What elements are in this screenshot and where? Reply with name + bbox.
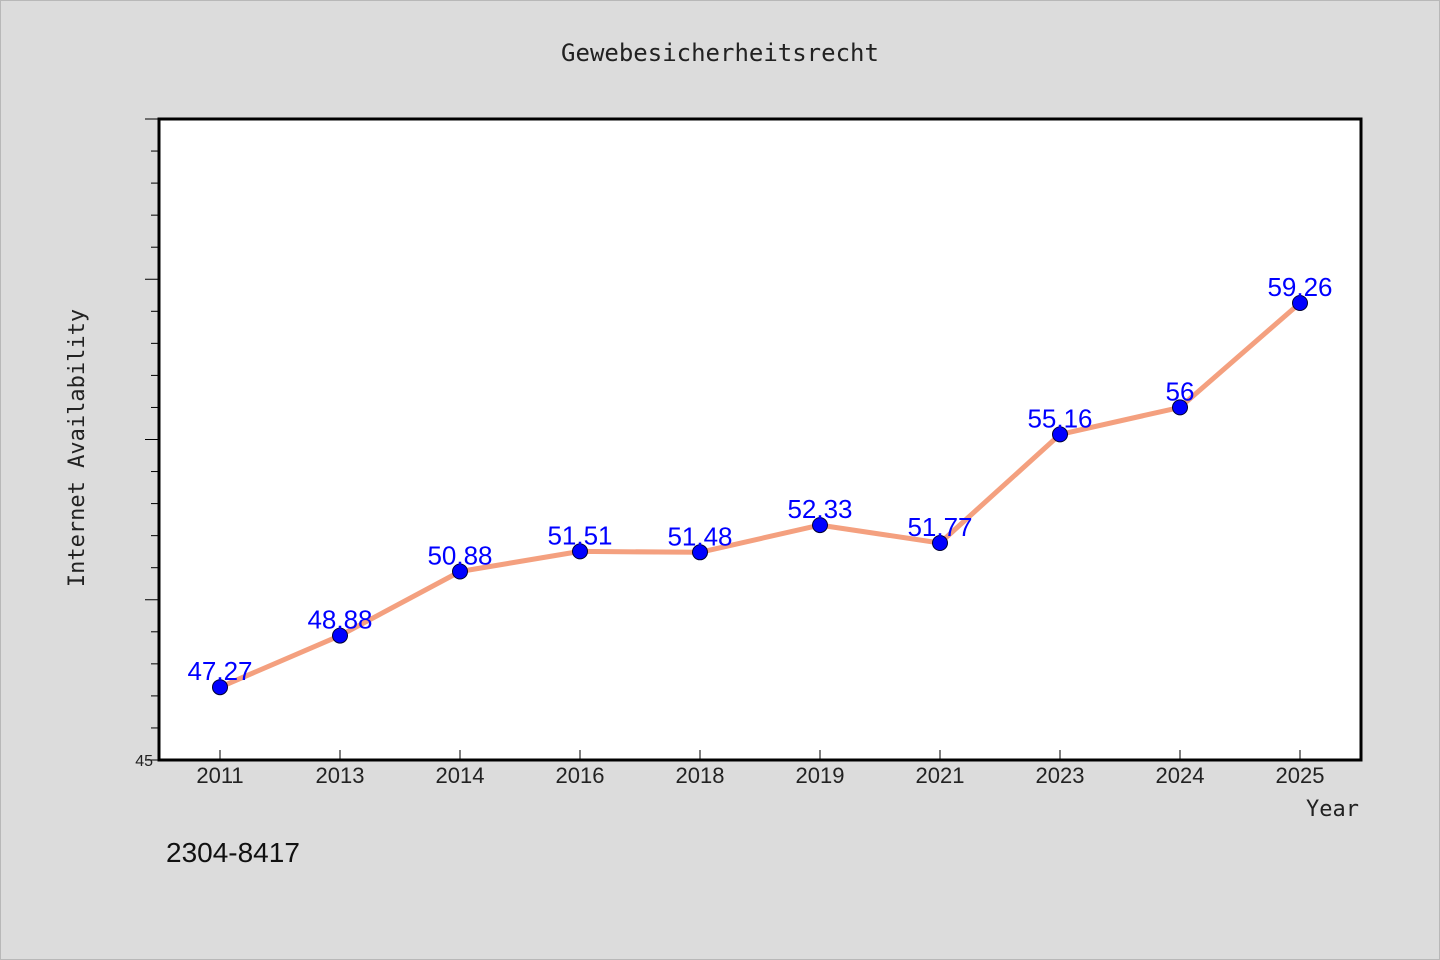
plot-area bbox=[157, 117, 1363, 762]
data-point-marker bbox=[1172, 399, 1188, 416]
x-tick-label: 2011 bbox=[196, 763, 243, 788]
data-point-label: 51.77 bbox=[907, 512, 972, 542]
data-point-label: 47.27 bbox=[187, 656, 252, 686]
data-point-marker bbox=[1052, 426, 1068, 443]
data-point-marker bbox=[932, 535, 948, 551]
x-tick-label: 2024 bbox=[1156, 763, 1205, 788]
x-axis-tick-labels: 2011 2013 2014 2016 2018 2019 2021 2023 2024 2025 bbox=[196, 763, 1324, 788]
y-axis-ticks bbox=[145, 118, 159, 761]
x-tick-label: 2019 bbox=[796, 763, 845, 788]
y-tick-label: 45 bbox=[135, 753, 153, 770]
x-tick-label: 2013 bbox=[316, 763, 365, 788]
data-point-label: 51.48 bbox=[667, 521, 732, 551]
y-axis-title: Internet Availability bbox=[65, 309, 90, 587]
data-point-marker bbox=[812, 517, 828, 534]
data-point-marker bbox=[452, 563, 468, 580]
x-axis-title: Year bbox=[1306, 797, 1359, 822]
x-tick-label: 2025 bbox=[1276, 763, 1325, 788]
data-point-marker bbox=[1292, 295, 1308, 311]
data-point-label: 51.51 bbox=[547, 520, 612, 550]
x-tick-label: 2018 bbox=[676, 763, 725, 788]
series-line bbox=[217, 300, 1303, 690]
series-markers bbox=[212, 295, 1308, 696]
chart-title: Gewebesicherheitsrecht bbox=[561, 39, 879, 67]
data-point-label: 50.88 bbox=[427, 541, 492, 571]
data-point-label: 48.88 bbox=[307, 605, 372, 635]
data-point-marker bbox=[692, 544, 708, 561]
x-tick-label: 2023 bbox=[1036, 763, 1085, 788]
x-tick-label: 2014 bbox=[436, 763, 485, 788]
data-point-label: 56 bbox=[1166, 376, 1195, 406]
data-point-marker bbox=[212, 679, 228, 696]
footnote-code: 2304-8417 bbox=[166, 837, 300, 868]
data-point-label: 55.16 bbox=[1027, 403, 1092, 433]
data-point-label: 52.33 bbox=[787, 494, 852, 524]
data-point-marker bbox=[572, 543, 588, 560]
x-axis-ticks bbox=[219, 750, 1301, 760]
data-point-marker bbox=[332, 627, 348, 644]
x-tick-label: 2016 bbox=[556, 763, 605, 788]
x-tick-label: 2021 bbox=[916, 763, 965, 788]
data-point-label: 59.26 bbox=[1267, 272, 1332, 302]
series-data-labels: 47.27 48.88 50.88 51.51 51.48 52.33 51.77 55.16… bbox=[187, 272, 1332, 686]
